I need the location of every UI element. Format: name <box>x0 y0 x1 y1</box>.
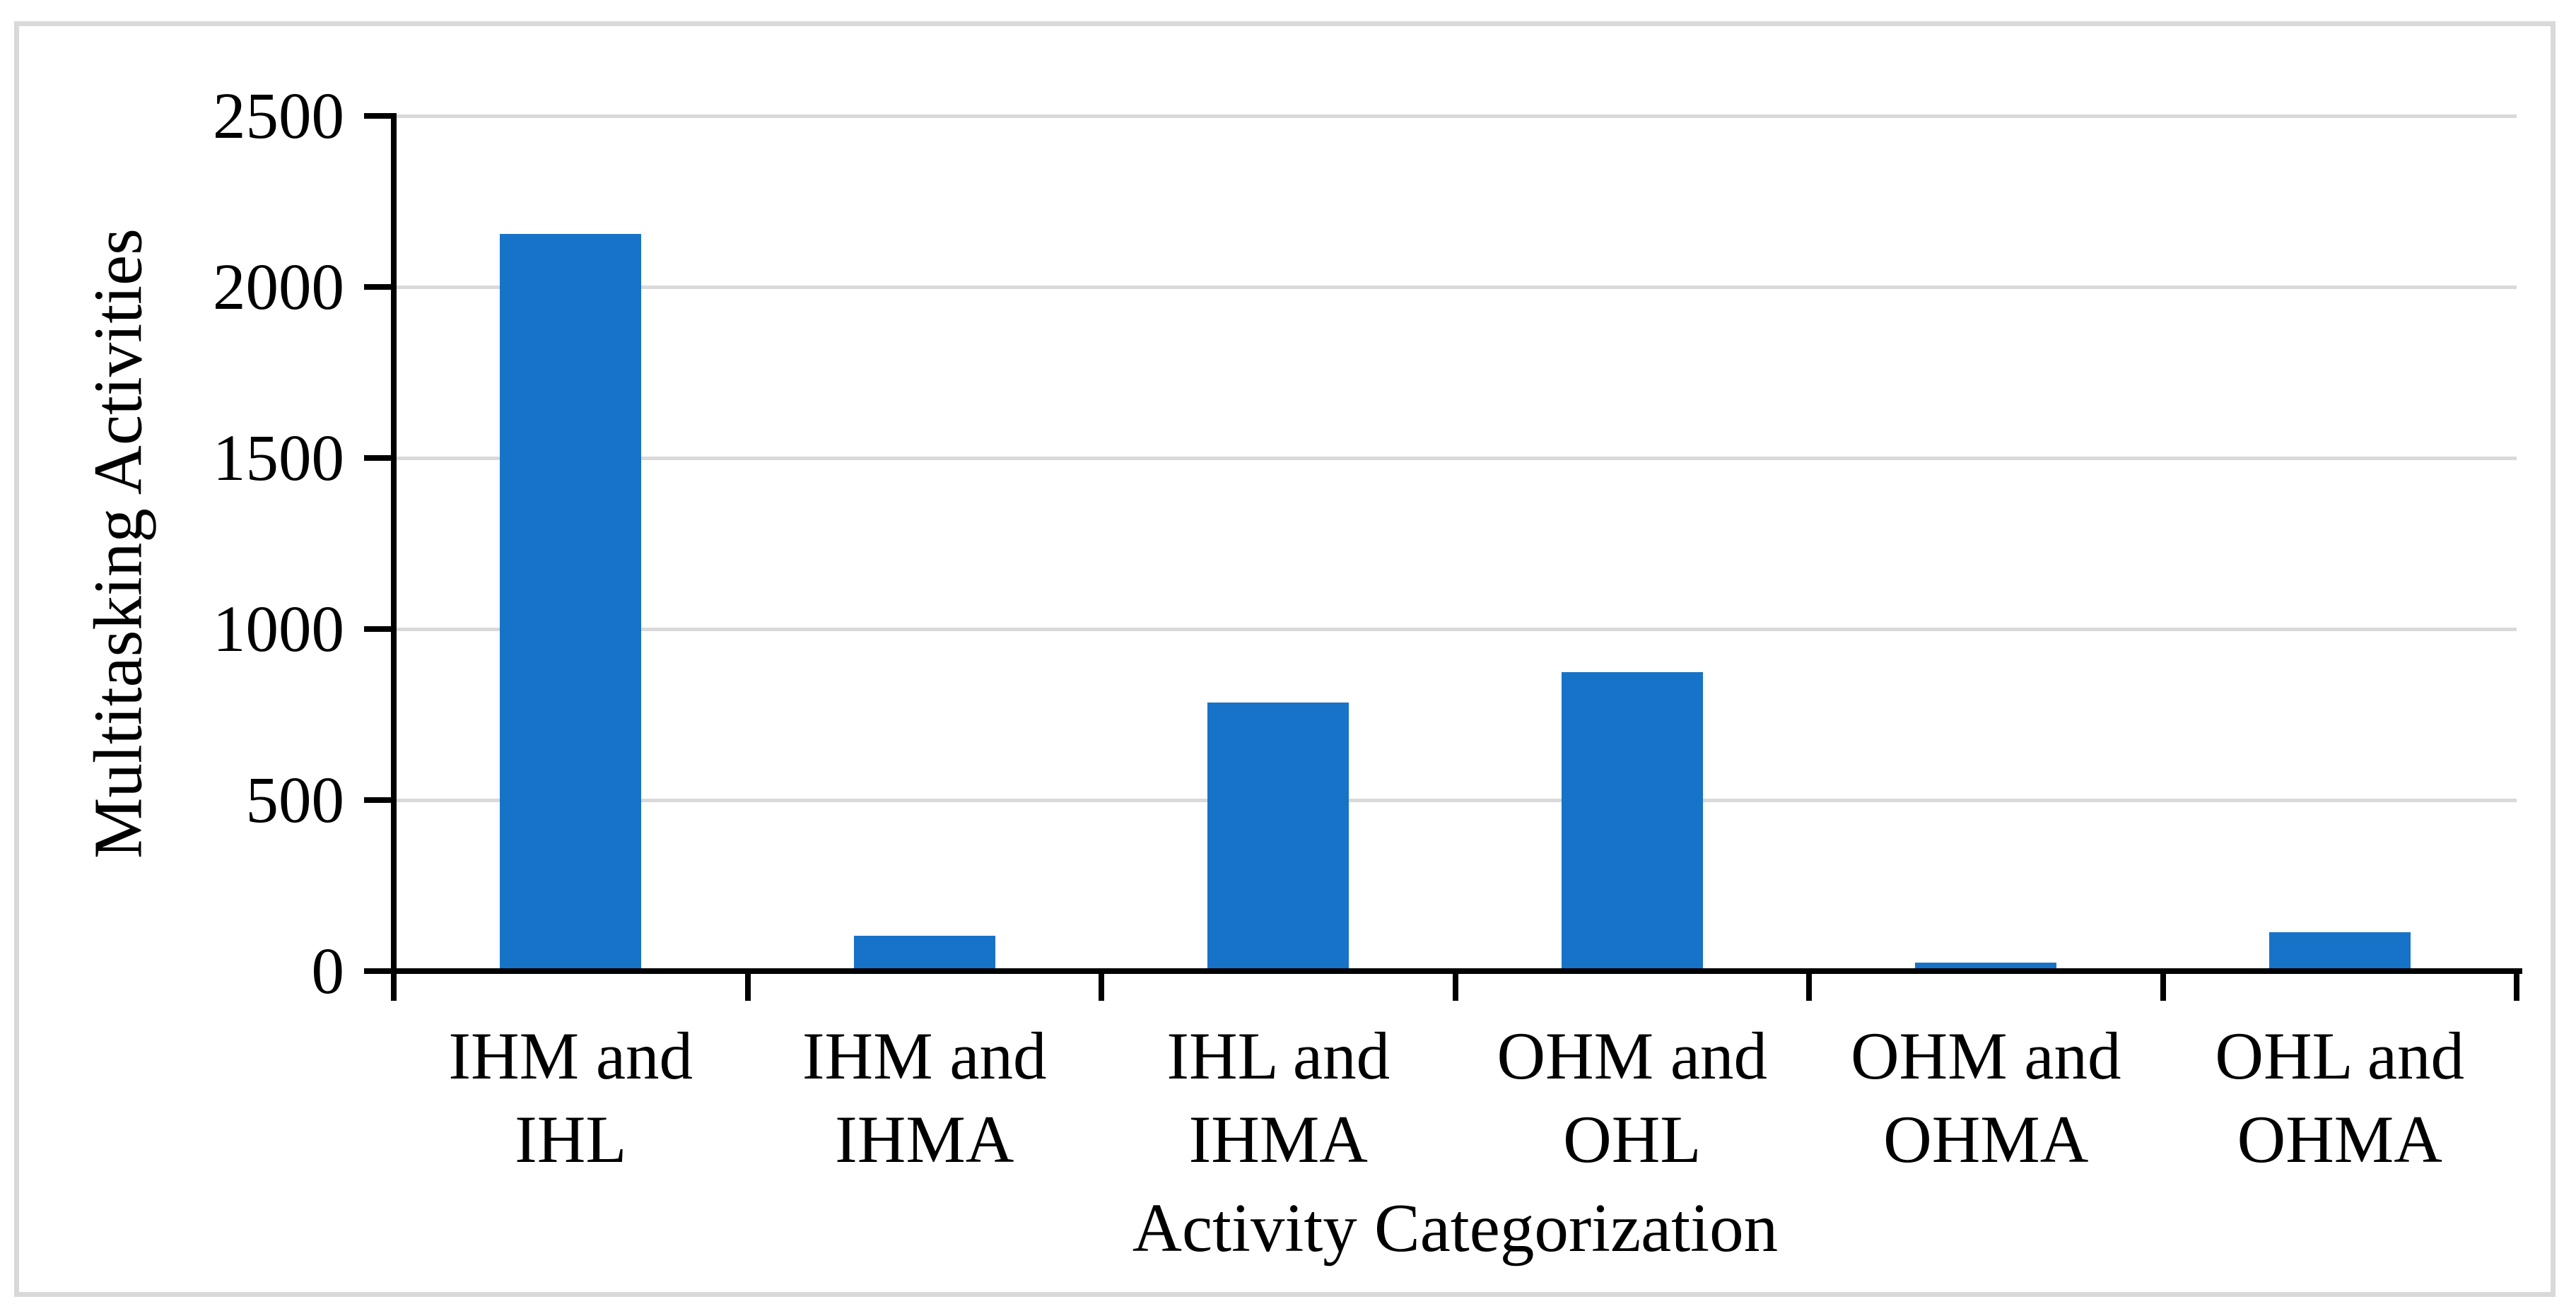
category-label-line: OHM and <box>1850 1018 2121 1093</box>
category-label-line: OHM and <box>1497 1018 1768 1093</box>
y-tick-label-1500: 1500 <box>213 421 344 495</box>
category-label-line: IHM and <box>802 1018 1047 1093</box>
x-tick-mark-3 <box>1452 968 1458 1001</box>
gridline-2000 <box>394 285 2517 289</box>
figure-frame: Multitasking Activities 0 500 1000 1500 2000… <box>14 21 2555 1297</box>
category-label-ohm-and-ohl: OHM and OHL <box>1456 1014 1810 1181</box>
x-tick-mark-1 <box>744 968 751 1001</box>
x-tick-mark-2 <box>1099 968 1104 1001</box>
category-label-line: OHMA <box>2237 1102 2442 1177</box>
x-tick-mark-6 <box>2514 968 2519 1001</box>
bar-ohm-and-ohl <box>1561 671 1703 970</box>
bar-ihm-and-ihl <box>500 234 642 970</box>
y-tick-mark-2000 <box>364 284 394 290</box>
category-label-line: IHMA <box>835 1102 1014 1177</box>
x-tick-mark-0 <box>391 968 397 1001</box>
x-axis-title: Activity Categorization <box>1132 1190 1779 1266</box>
y-tick-label-2000: 2000 <box>213 250 344 324</box>
y-tick-label-0: 0 <box>311 934 345 1008</box>
gridline-500 <box>394 798 2517 802</box>
y-axis-line <box>391 113 397 974</box>
y-tick-mark-1500 <box>364 455 394 461</box>
category-label-line: OHL <box>1563 1102 1702 1177</box>
y-tick-label-1000: 1000 <box>213 592 344 666</box>
bar-ohl-and-ohma <box>2268 932 2411 970</box>
x-tick-mark-5 <box>2160 968 2166 1001</box>
bar-ihm-and-ihma <box>853 935 995 970</box>
y-tick-label-500: 500 <box>245 763 345 837</box>
category-label-line: IHM and <box>448 1018 693 1093</box>
bar-ohm-and-ohma <box>1915 963 2057 970</box>
category-label-line: IHMA <box>1188 1102 1368 1177</box>
y-tick-mark-2500 <box>364 113 394 119</box>
plot-area <box>394 114 2517 971</box>
category-label-line: OHMA <box>1883 1102 2089 1177</box>
category-label-ohl-and-ohma: OHL and OHMA <box>2163 1014 2517 1181</box>
y-tick-mark-500 <box>364 797 394 803</box>
gridline-1500 <box>394 456 2517 460</box>
y-tick-label-2500: 2500 <box>213 79 344 153</box>
category-label-ohm-and-ohma: OHM and OHMA <box>1809 1014 2163 1181</box>
category-label-line: IHL and <box>1166 1018 1391 1093</box>
category-label-ihm-and-ihma: IHM and IHMA <box>748 1014 1102 1181</box>
x-tick-mark-4 <box>1806 968 1812 1001</box>
y-tick-mark-0 <box>364 968 394 974</box>
gridline-2500 <box>394 114 2517 118</box>
gridline-1000 <box>394 627 2517 631</box>
bar-ihl-and-ihma <box>1207 703 1350 970</box>
category-label-line: OHL and <box>2215 1018 2465 1093</box>
category-label-ihm-and-ihl: IHM and IHL <box>394 1014 748 1181</box>
category-label-line: IHL <box>515 1102 627 1177</box>
y-tick-mark-1000 <box>364 626 394 632</box>
category-label-ihl-and-ihma: IHL and IHMA <box>1101 1014 1456 1181</box>
